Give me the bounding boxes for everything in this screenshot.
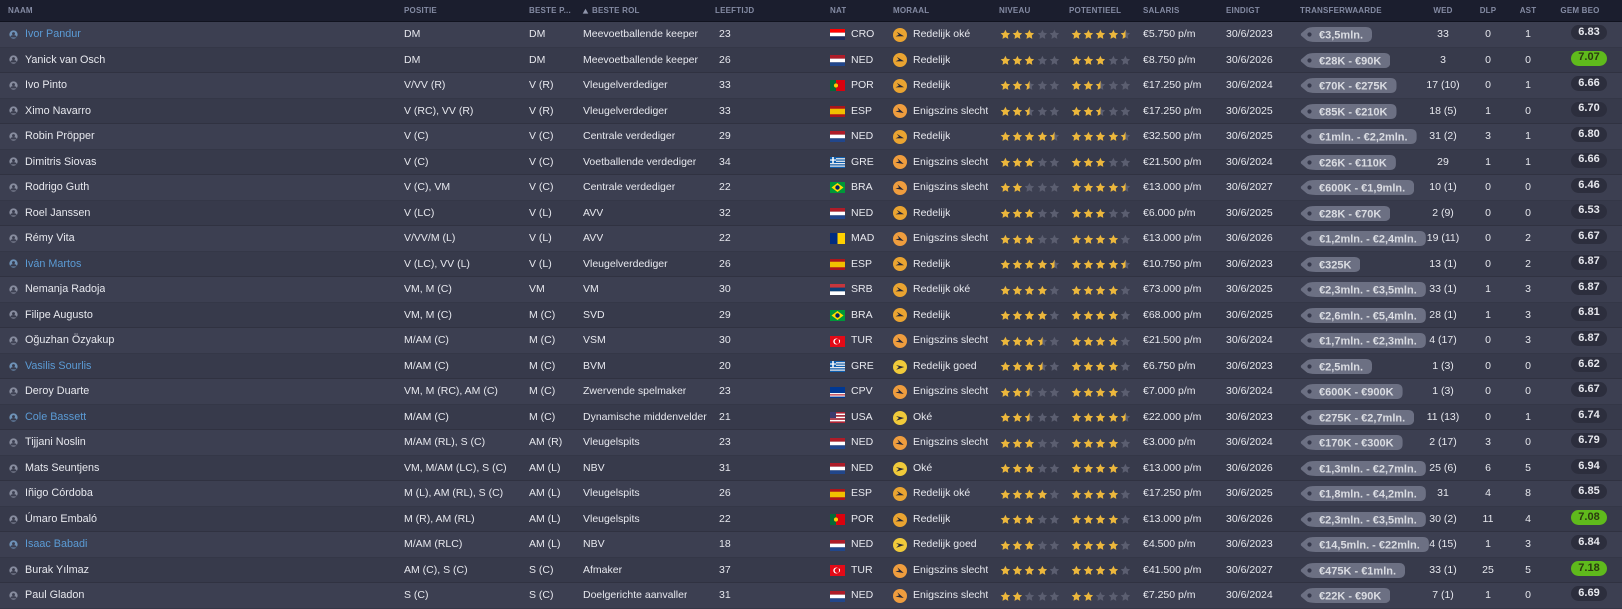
svg-text:€3,5mln.: €3,5mln. xyxy=(1319,30,1363,42)
svg-text:€170K - €300K: €170K - €300K xyxy=(1319,438,1394,450)
svg-text:€1,2mln. - €2,4mln.: €1,2mln. - €2,4mln. xyxy=(1319,234,1417,246)
svg-text:€275K - €2,7mln.: €275K - €2,7mln. xyxy=(1319,412,1405,424)
svg-text:€475K - €1mln.: €475K - €1mln. xyxy=(1319,565,1396,577)
svg-text:€85K - €210K: €85K - €210K xyxy=(1319,106,1388,118)
svg-text:€600K - €900K: €600K - €900K xyxy=(1319,387,1394,399)
svg-text:€1,7mln. - €2,3mln.: €1,7mln. - €2,3mln. xyxy=(1319,336,1417,348)
svg-text:€2,5mln.: €2,5mln. xyxy=(1319,361,1363,373)
svg-text:€1,3mln. - €2,7mln.: €1,3mln. - €2,7mln. xyxy=(1319,463,1417,475)
svg-text:€1,8mln. - €4,2mln.: €1,8mln. - €4,2mln. xyxy=(1319,489,1417,501)
svg-text:€2,3mln. - €3,5mln.: €2,3mln. - €3,5mln. xyxy=(1319,514,1417,526)
svg-text:€600K - €1,9mln.: €600K - €1,9mln. xyxy=(1319,183,1405,195)
svg-text:€28K - €70K: €28K - €70K xyxy=(1319,208,1381,220)
svg-text:€2,6mln. - €5,4mln.: €2,6mln. - €5,4mln. xyxy=(1319,310,1417,322)
svg-text:€325K: €325K xyxy=(1319,259,1351,271)
svg-text:€28K - €90K: €28K - €90K xyxy=(1319,55,1381,67)
svg-text:€70K - €275K: €70K - €275K xyxy=(1319,81,1388,93)
svg-text:€22K - €90K: €22K - €90K xyxy=(1319,591,1381,603)
svg-text:€26K - €110K: €26K - €110K xyxy=(1319,157,1387,169)
svg-text:€2,3mln. - €3,5mln.: €2,3mln. - €3,5mln. xyxy=(1319,285,1417,297)
svg-text:€1mln. - €2,2mln.: €1mln. - €2,2mln. xyxy=(1319,132,1408,144)
svg-text:€14,5mln. - €22mln.: €14,5mln. - €22mln. xyxy=(1319,540,1420,552)
